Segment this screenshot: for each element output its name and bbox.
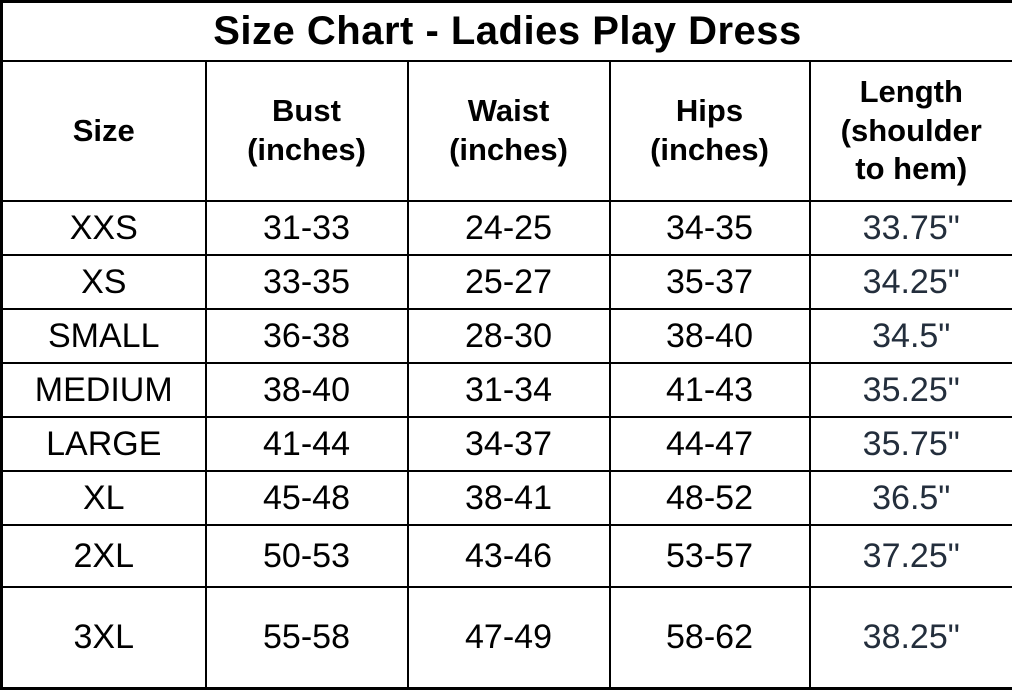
column-header-hips: Hips (inches) <box>608 60 811 202</box>
waist-cell: 24-25 <box>406 200 611 256</box>
hips-cell: 35-37 <box>608 254 811 310</box>
hips-cell: 41-43 <box>608 362 811 418</box>
size-cell: XS <box>0 254 207 310</box>
length-cell: 35.25" <box>808 362 1012 418</box>
bust-cell: 31-33 <box>204 200 409 256</box>
waist-cell: 43-46 <box>406 524 611 588</box>
table-row-3xl: 3XL 55-58 47-49 58-62 38.25" <box>0 586 1012 690</box>
table-header-row: Size Bust (inches) Waist (inches) Hips (… <box>0 60 1012 202</box>
bust-cell: 55-58 <box>204 586 409 690</box>
bust-cell: 45-48 <box>204 470 409 526</box>
column-header-waist: Waist (inches) <box>406 60 611 202</box>
size-cell: SMALL <box>0 308 207 364</box>
column-header-size: Size <box>0 60 207 202</box>
table-row-large: LARGE 41-44 34-37 44-47 35.75" <box>0 416 1012 472</box>
table-row-xxs: XXS 31-33 24-25 34-35 33.75" <box>0 200 1012 256</box>
table-row-2xl: 2XL 50-53 43-46 53-57 37.25" <box>0 524 1012 588</box>
length-cell: 34.5" <box>808 308 1012 364</box>
size-cell: XL <box>0 470 207 526</box>
hips-cell: 44-47 <box>608 416 811 472</box>
length-cell: 34.25" <box>808 254 1012 310</box>
length-cell: 35.75" <box>808 416 1012 472</box>
size-cell: LARGE <box>0 416 207 472</box>
size-cell: 2XL <box>0 524 207 588</box>
size-cell: XXS <box>0 200 207 256</box>
waist-cell: 47-49 <box>406 586 611 690</box>
bust-cell: 50-53 <box>204 524 409 588</box>
column-header-length: Length (shoulder to hem) <box>808 60 1012 202</box>
hips-cell: 58-62 <box>608 586 811 690</box>
table-title-row: Size Chart - Ladies Play Dress <box>0 0 1012 62</box>
bust-cell: 36-38 <box>204 308 409 364</box>
length-cell: 37.25" <box>808 524 1012 588</box>
size-cell: MEDIUM <box>0 362 207 418</box>
waist-cell: 25-27 <box>406 254 611 310</box>
hips-cell: 38-40 <box>608 308 811 364</box>
table-row-xs: XS 33-35 25-27 35-37 34.25" <box>0 254 1012 310</box>
waist-cell: 38-41 <box>406 470 611 526</box>
table-row-small: SMALL 36-38 28-30 38-40 34.5" <box>0 308 1012 364</box>
waist-cell: 28-30 <box>406 308 611 364</box>
column-header-bust: Bust (inches) <box>204 60 409 202</box>
hips-cell: 34-35 <box>608 200 811 256</box>
waist-cell: 34-37 <box>406 416 611 472</box>
page-title: Size Chart - Ladies Play Dress <box>0 0 1012 62</box>
bust-cell: 33-35 <box>204 254 409 310</box>
bust-cell: 38-40 <box>204 362 409 418</box>
table-row-medium: MEDIUM 38-40 31-34 41-43 35.25" <box>0 362 1012 418</box>
waist-cell: 31-34 <box>406 362 611 418</box>
length-cell: 33.75" <box>808 200 1012 256</box>
hips-cell: 53-57 <box>608 524 811 588</box>
hips-cell: 48-52 <box>608 470 811 526</box>
length-cell: 36.5" <box>808 470 1012 526</box>
bust-cell: 41-44 <box>204 416 409 472</box>
length-cell: 38.25" <box>808 586 1012 690</box>
size-cell: 3XL <box>0 586 207 690</box>
table-row-xl: XL 45-48 38-41 48-52 36.5" <box>0 470 1012 526</box>
